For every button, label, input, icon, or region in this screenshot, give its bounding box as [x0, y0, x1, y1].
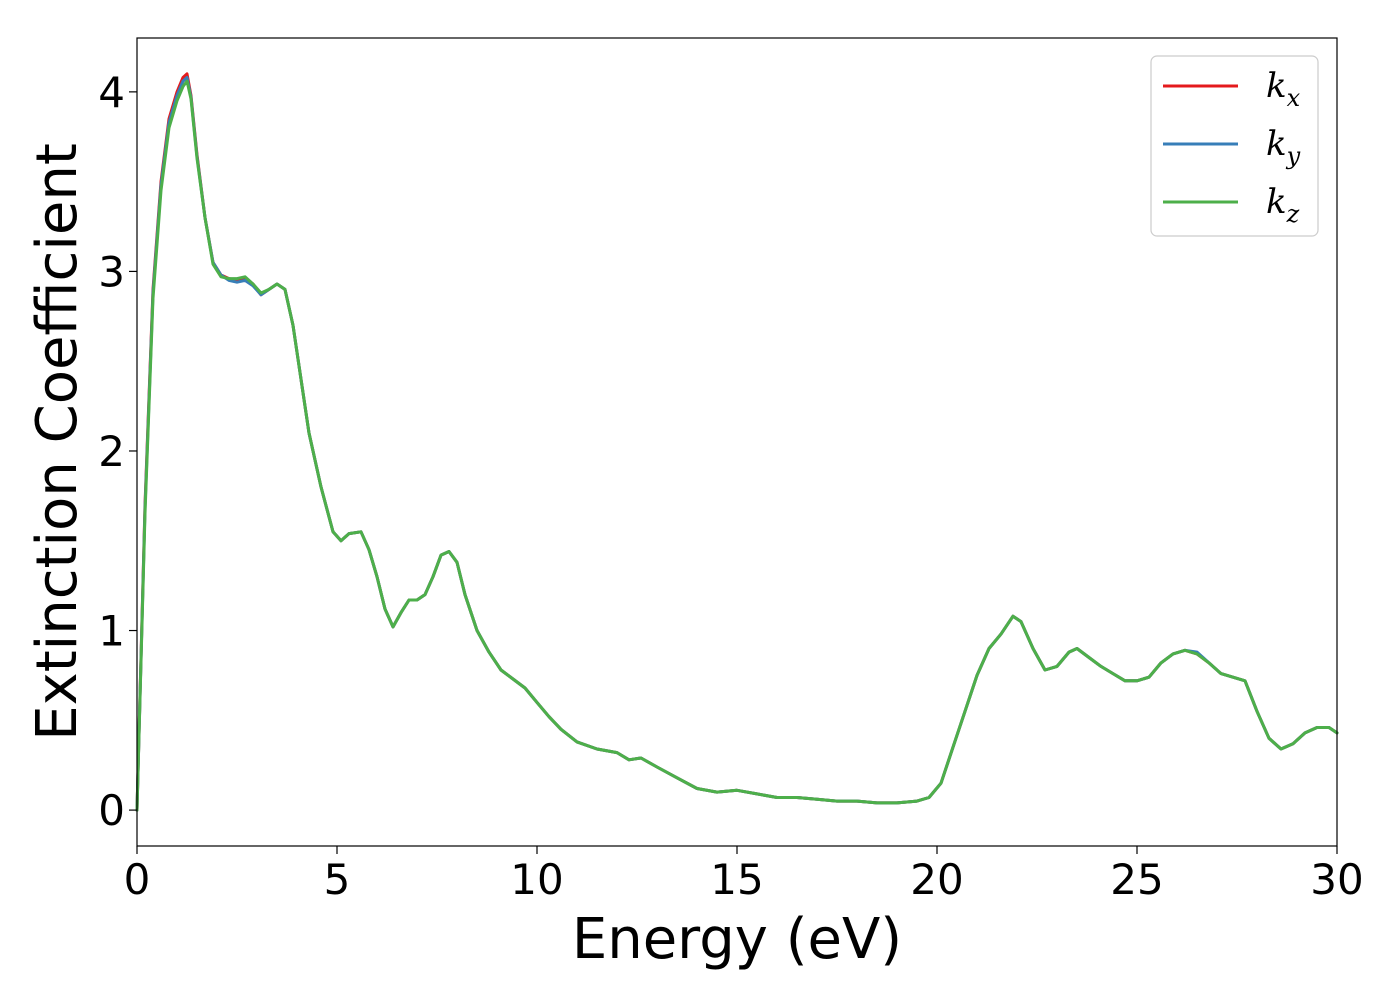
x-tick-label: 25	[1110, 855, 1163, 904]
series-line-z	[135, 79, 1339, 812]
legend-label-x: kx	[1266, 66, 1301, 112]
x-axis-title: Energy (eV)	[572, 907, 902, 972]
x-tick-label: 30	[1310, 855, 1363, 904]
x-tick-label: 20	[910, 855, 963, 904]
y-axis-title: Extinction Coefficient	[25, 143, 90, 741]
x-tick-label: 15	[710, 855, 763, 904]
legend-label-z: kz	[1266, 182, 1300, 228]
x-tick-label: 0	[124, 855, 151, 904]
y-tick-label: 3	[98, 247, 125, 296]
y-tick-label: 2	[98, 427, 125, 476]
series-layer	[135, 72, 1339, 812]
legend: kx ky kz	[1150, 55, 1319, 237]
x-tick-label: 5	[324, 855, 351, 904]
y-tick-label: 4	[98, 68, 125, 117]
x-axis-ticks: 0 5 10 15 20 25 30	[124, 846, 1364, 904]
y-tick-label: 0	[98, 786, 125, 835]
y-tick-label: 1	[98, 607, 125, 656]
legend-label-y: ky	[1266, 124, 1301, 170]
legend-box	[1150, 55, 1319, 237]
y-axis-ticks: 0 1 2 3 4	[98, 68, 137, 835]
x-tick-label: 10	[510, 855, 563, 904]
